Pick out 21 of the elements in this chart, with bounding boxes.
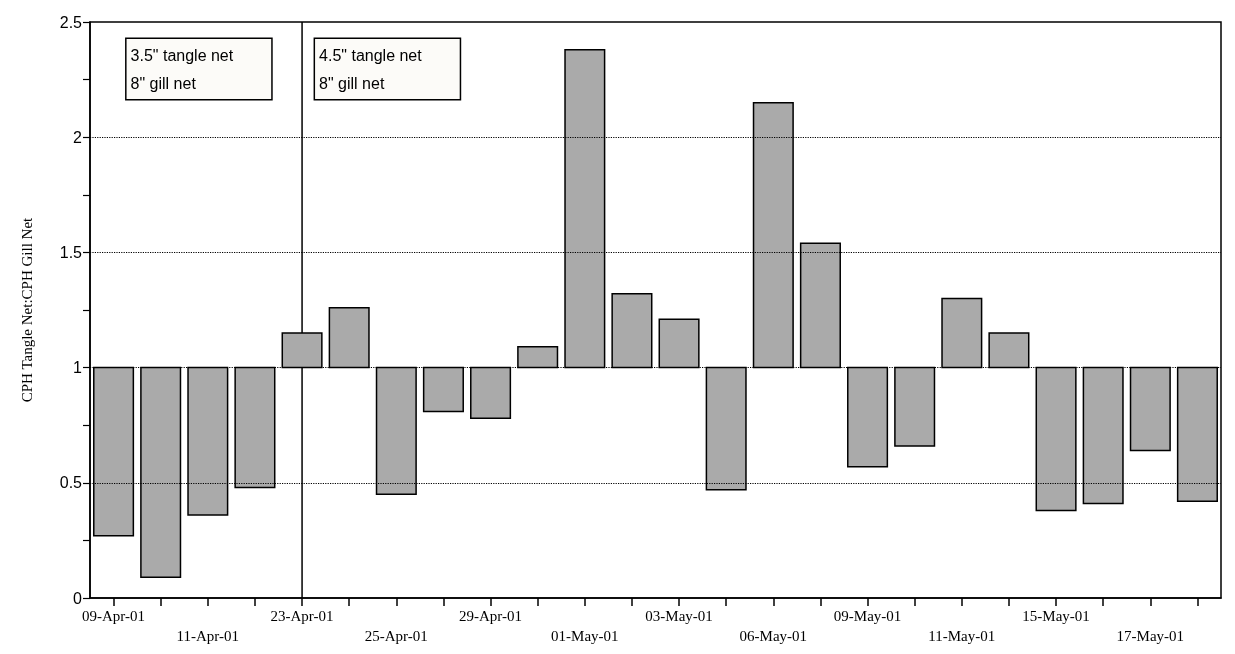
y-axis-title: CPH Tangle Net:CPH Gill Net (18, 216, 35, 403)
y-tick-label: 0 (73, 589, 83, 607)
x-tick-label: 17-May-01 (1116, 628, 1185, 644)
x-tick-label: 15-May-01 (1022, 608, 1090, 624)
annotation: 4.5" tangle net 8" gill net (319, 46, 423, 92)
x-tick-label: 09-Apr-01 (82, 608, 146, 624)
x-tick-label: 29-Apr-01 (459, 608, 523, 624)
y-tick-label: 2 (73, 128, 83, 146)
x-tick-label: 25-Apr-01 (364, 628, 428, 644)
x-tick-label: 06-May-01 (739, 628, 808, 644)
y-tick-label: 1 (73, 359, 83, 377)
y-tick-label: 1.5 (59, 243, 83, 261)
annotation: 3.5" tangle net 8" gill net (130, 46, 234, 92)
x-tick-label: 11-Apr-01 (176, 628, 240, 644)
y-tick-label: 2.5 (59, 13, 83, 31)
x-tick-label: 11-May-01 (928, 628, 996, 644)
x-tick-label: 09-May-01 (833, 608, 902, 624)
x-tick-label: 23-Apr-01 (270, 608, 334, 624)
x-tick-label: 01-May-01 (551, 628, 619, 644)
x-tick-label: 03-May-01 (645, 608, 713, 624)
y-tick-label: 0.5 (59, 474, 83, 492)
